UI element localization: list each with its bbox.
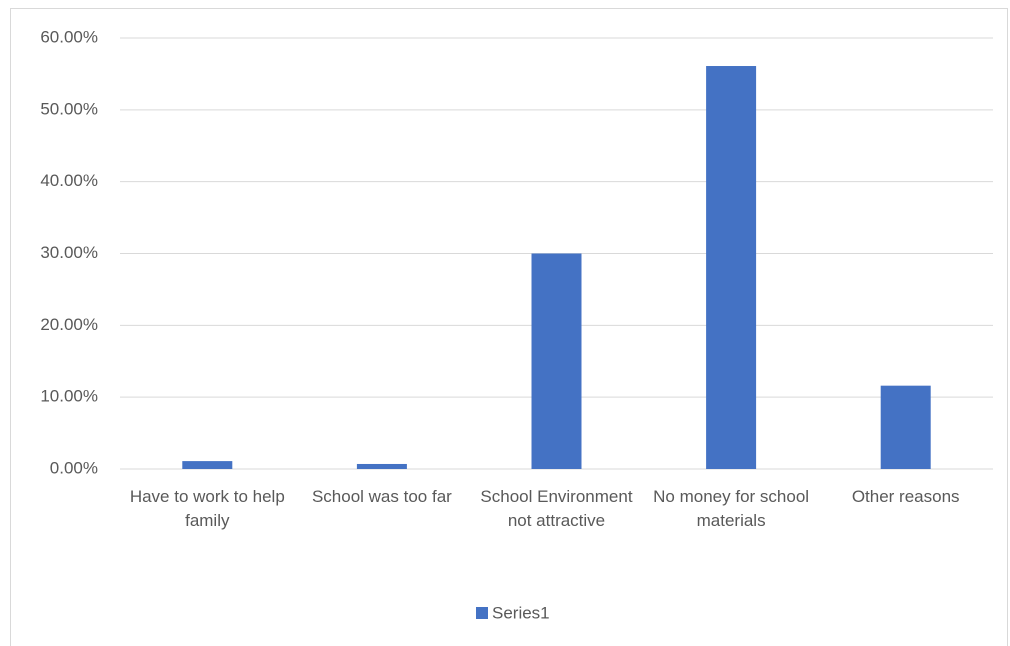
x-tick-label-box: School was too far bbox=[311, 487, 452, 506]
legend-swatch bbox=[476, 607, 488, 619]
x-tick-label: Have to work to help family bbox=[129, 487, 285, 530]
x-tick-label-box: Other reasons bbox=[851, 487, 960, 506]
legend-label: Series1 bbox=[492, 603, 550, 622]
chart-border bbox=[10, 8, 1008, 646]
y-tick-label: 40.00% bbox=[40, 171, 98, 190]
x-tick-label-box: No money for school materials bbox=[653, 487, 810, 530]
bar bbox=[706, 66, 757, 469]
bar bbox=[880, 385, 931, 469]
x-tick-label: No money for school materials bbox=[653, 487, 810, 530]
y-tick-label: 10.00% bbox=[40, 387, 98, 406]
bar bbox=[531, 253, 582, 469]
y-tick-label: 30.00% bbox=[40, 243, 98, 262]
y-tick-label: 0.00% bbox=[50, 458, 98, 477]
bar bbox=[182, 461, 233, 469]
x-tick-label-box: Have to work to help family bbox=[129, 487, 285, 530]
x-tick-label-box: School Environment not attractive bbox=[480, 487, 633, 530]
y-tick-label: 60.00% bbox=[40, 27, 98, 46]
x-tick-label: Other reasons bbox=[851, 487, 960, 506]
x-tick-label: School Environment not attractive bbox=[480, 487, 633, 530]
y-tick-label: 50.00% bbox=[40, 99, 98, 118]
x-tick-label: School was too far bbox=[311, 487, 452, 506]
y-tick-label: 20.00% bbox=[40, 315, 98, 334]
bar bbox=[356, 463, 407, 469]
